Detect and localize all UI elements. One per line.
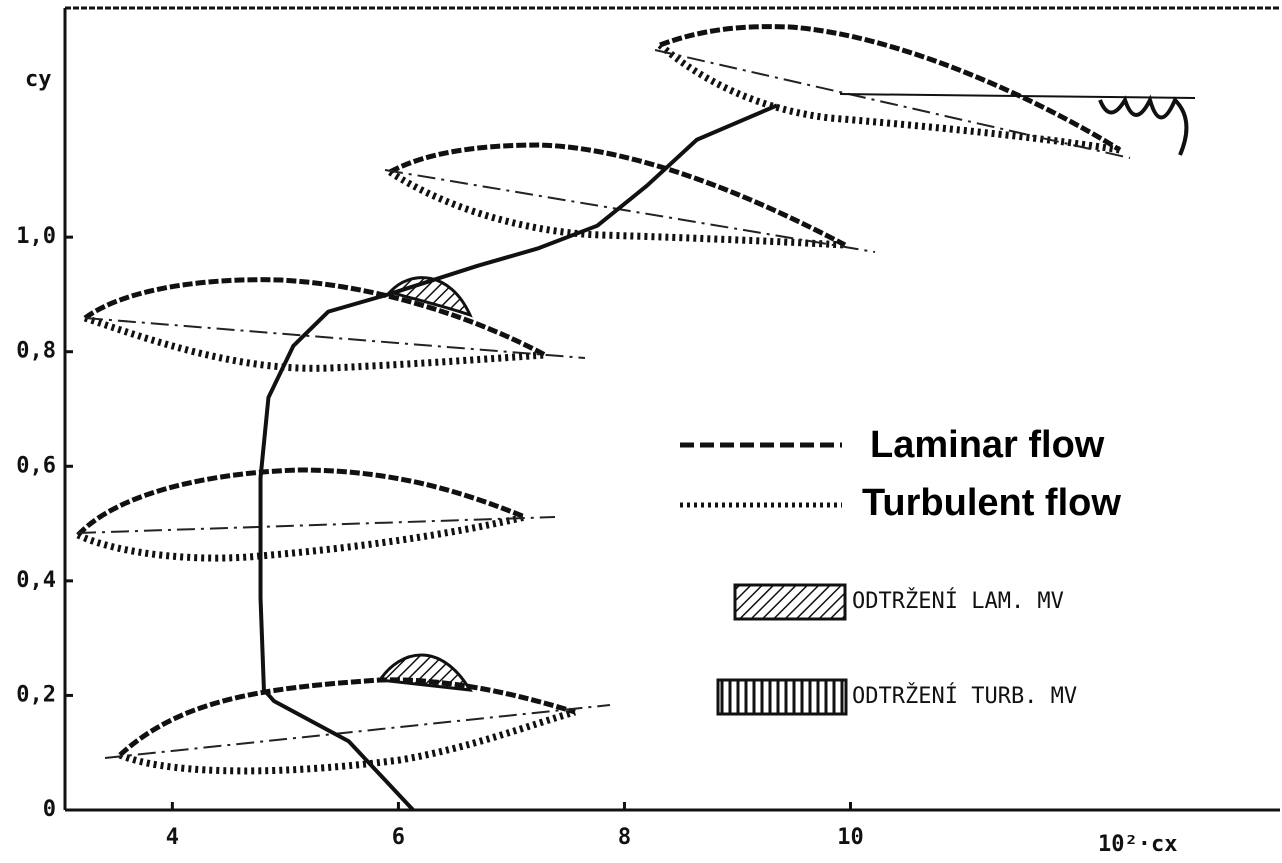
x-tick-label: 4 [166,825,179,850]
y-axis-label: cy [25,67,52,92]
polar-curve [261,105,778,810]
y-tick-label: 0,2 [16,682,56,707]
y-tick-label: 0,6 [16,453,56,478]
y-tick-label: 0,4 [16,568,56,593]
x-tick-label: 8 [618,825,631,850]
legend-label: Turbulent flow [862,482,1121,524]
y-tick-label: 0,8 [16,339,56,364]
chart: Laminar flow Turbulent flow ODTRŽENÍ LAM… [0,0,1282,863]
x-tick-label: 10 [837,825,864,850]
legend-label: ODTRŽENÍ LAM. MV [852,588,1064,614]
x-tick-label: 6 [392,825,405,850]
legend-label: Laminar flow [870,424,1105,466]
y-tick-label: 1,0 [16,224,56,249]
frame [65,8,1280,810]
legend-hatch [735,585,845,619]
legend-label: ODTRŽENÍ TURB. MV [852,683,1077,709]
legend: Laminar flow Turbulent flow ODTRŽENÍ LAM… [680,424,1121,714]
legend-hatch [718,680,846,714]
x-axis-label: 10²·cx [1098,832,1177,857]
airfoils [78,27,1195,771]
y-tick-label: 0 [43,797,56,822]
